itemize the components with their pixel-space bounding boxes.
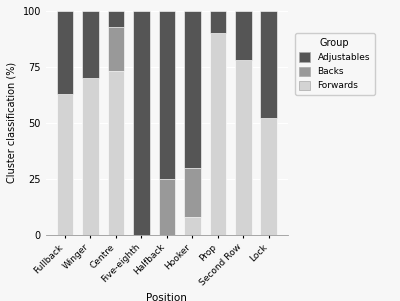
Bar — [158, 179, 175, 235]
Bar — [57, 11, 73, 94]
Y-axis label: Cluster classification (%): Cluster classification (%) — [7, 62, 17, 183]
Bar — [108, 26, 124, 71]
Bar — [108, 11, 124, 26]
Bar — [184, 217, 201, 235]
Bar — [184, 11, 201, 168]
Legend: Adjustables, Backs, Forwards: Adjustables, Backs, Forwards — [295, 33, 374, 95]
Bar — [82, 78, 99, 235]
Bar — [57, 94, 73, 235]
Bar — [133, 11, 150, 235]
Bar — [210, 11, 226, 33]
X-axis label: Position: Position — [146, 293, 187, 301]
Bar — [260, 118, 277, 235]
Bar — [260, 11, 277, 118]
Bar — [108, 71, 124, 235]
Bar — [235, 60, 252, 235]
Bar — [158, 11, 175, 179]
Bar — [210, 33, 226, 235]
Bar — [82, 11, 99, 78]
Bar — [184, 168, 201, 217]
Bar — [235, 11, 252, 60]
